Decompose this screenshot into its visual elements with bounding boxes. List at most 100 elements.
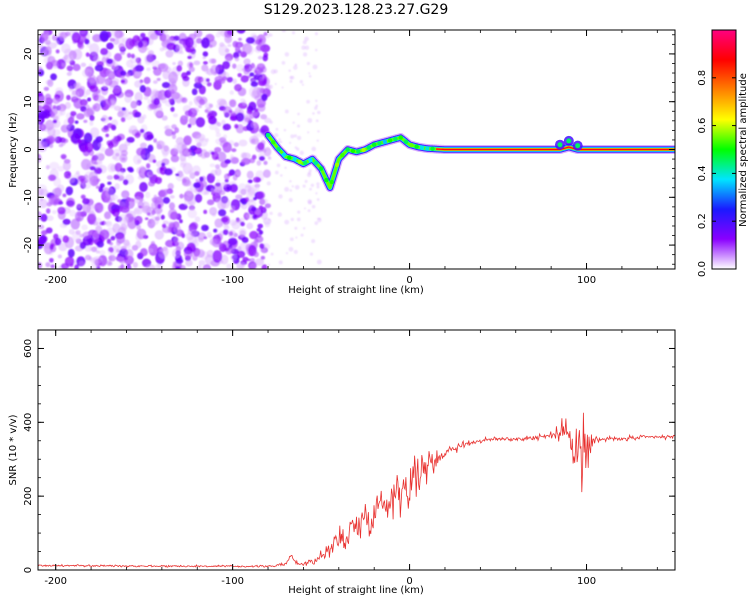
- spectrogram-noise-blob: [257, 79, 267, 87]
- snr-x-tick-label: -200: [44, 576, 67, 587]
- spectrogram-noise-blob: [92, 256, 103, 264]
- spectrogram-noise-blob: [237, 73, 242, 78]
- spectrogram-noise-blob: [78, 260, 85, 267]
- spectrogram-noise-blob: [219, 182, 227, 188]
- spectrogram-noise-blob: [263, 31, 268, 36]
- spectrogram-noise-blob: [85, 52, 90, 57]
- spectrogram-noise-blob: [256, 63, 266, 71]
- spectrogram-noise-blob: [136, 224, 141, 230]
- spectrogram-noise-blob: [175, 44, 183, 54]
- spectrogram-noise-blob: [254, 183, 261, 188]
- spectrogram-noise-blob: [139, 165, 146, 172]
- spectrogram-noise-blob: [195, 178, 200, 183]
- spectrogram-noise-blob: [237, 246, 242, 252]
- spectrogram-noise-blob: [161, 223, 167, 229]
- spectrogram-noise-blob: [226, 263, 232, 269]
- spectrogram-noise-blob: [243, 58, 251, 66]
- snr-y-tick-label: 400: [23, 413, 34, 432]
- spectrogram-noise-blob: [148, 243, 159, 256]
- spectrogram-noise-blob: [89, 127, 100, 138]
- spectrogram-noise-blob: [224, 223, 229, 228]
- spectrogram-noise-blob: [274, 170, 279, 175]
- spectrogram-noise-blob: [180, 158, 187, 166]
- spectrogram-noise-blob: [314, 32, 318, 36]
- spectrogram-noise-blob: [188, 101, 193, 106]
- spectrogram-noise-blob: [43, 101, 53, 111]
- spectrogram-noise-blob: [309, 252, 314, 256]
- spectrogram-noise-blob: [303, 207, 306, 210]
- spectrogram-noise-blob: [284, 186, 290, 192]
- spectrogram-noise-blob: [269, 211, 273, 216]
- spectrogram-noise-blob: [76, 113, 85, 120]
- spectrogram-noise-blob: [62, 235, 70, 243]
- spectrogram-noise-blob: [156, 110, 164, 117]
- spectrogram-noise-blob: [293, 134, 298, 138]
- spectrogram-noise-blob: [316, 185, 320, 189]
- snr-x-tick-label: -100: [221, 576, 244, 587]
- spectrogram-noise-blob: [157, 203, 162, 209]
- spectrogram-noise-blob: [229, 183, 238, 193]
- spectrogram-noise-blob: [92, 231, 100, 240]
- spectrogram-noise-blob: [160, 214, 165, 220]
- spectrogram-noise-blob: [291, 31, 296, 35]
- spectrogram-noise-blob: [257, 223, 264, 229]
- spectrogram-noise-blob: [206, 231, 212, 238]
- spectrogram-noise-blob: [128, 168, 134, 173]
- spectrogram-noise-blob: [301, 83, 305, 86]
- spectrogram-noise-blob: [224, 159, 232, 164]
- spectrogram-noise-blob: [256, 160, 262, 166]
- spectrogram-noise-blob: [301, 45, 306, 50]
- spectrogram-noise-blob: [139, 85, 146, 93]
- spectrogram-noise-blob: [66, 94, 71, 101]
- spectrogram-noise-blob: [155, 209, 160, 214]
- spectrogram-noise-blob: [77, 40, 83, 48]
- spectrogram-noise-blob: [87, 214, 96, 224]
- spectrogram-noise-blob: [155, 263, 162, 269]
- spectrogram-noise-blob: [135, 240, 142, 249]
- spectrogram-noise-blob: [227, 237, 238, 246]
- spectrogram-noise-blob: [112, 77, 120, 85]
- spectrogram-noise-blob: [238, 183, 246, 191]
- spectrogram-noise-blob: [89, 114, 95, 121]
- snr-frame: [37, 329, 676, 571]
- spectrogram-noise-blob: [144, 217, 149, 220]
- spectrogram-noise-blob: [274, 82, 277, 86]
- spectrogram-noise-blob: [172, 61, 176, 66]
- spectrogram-noise-blob: [77, 139, 82, 144]
- spectrogram-noise-blob: [168, 222, 175, 228]
- spectrogram-noise-blob: [167, 183, 174, 190]
- spectrogram-noise-blob: [308, 72, 311, 75]
- spectrogram-noise-blob: [68, 228, 75, 235]
- spectrogram-noise-blob: [240, 158, 251, 166]
- spectrogram-noise-blob: [250, 138, 260, 145]
- spectrogram-y-tick-label: -20: [23, 237, 34, 253]
- spectrogram-noise-blob: [212, 250, 223, 263]
- spectrogram-noise-blob: [218, 209, 227, 217]
- spectrogram-noise-blob: [211, 58, 217, 64]
- spectrogram-noise-blob: [311, 239, 316, 244]
- spectrogram-noise-blob: [240, 75, 249, 83]
- spectrogram-noise-blob: [309, 187, 312, 191]
- spectrogram-noise-blob: [232, 78, 237, 85]
- spectrogram-noise-blob: [267, 148, 270, 151]
- spectrogram-noise-blob: [62, 160, 71, 171]
- spectrogram-noise-blob: [82, 231, 92, 239]
- spectrogram-noise-blob: [186, 242, 196, 253]
- spectrogram-noise-blob: [175, 241, 185, 250]
- spectrogram-noise-blob: [183, 250, 194, 258]
- spectrogram-ridge-nodule: [377, 141, 382, 146]
- spectrogram-noise-blob: [204, 266, 209, 269]
- spectrogram-noise-blob: [156, 144, 163, 150]
- spectrogram-noise-blob: [171, 133, 177, 140]
- spectrogram-noise-blob: [74, 210, 85, 222]
- colorbar-tick-label: 0.4: [697, 165, 708, 181]
- spectrogram-noise-blob: [125, 242, 132, 249]
- spectrogram-noise-blob: [99, 250, 106, 256]
- spectrogram-noise-blob: [168, 202, 176, 210]
- spectrogram-noise-blob: [74, 264, 80, 269]
- spectrogram-noise-blob: [161, 162, 166, 167]
- spectrogram-noise-blob: [66, 65, 74, 72]
- spectrogram-noise-blob: [284, 52, 290, 57]
- spectrogram-noise-blob: [226, 186, 231, 191]
- spectrogram-noise-blob: [153, 194, 158, 200]
